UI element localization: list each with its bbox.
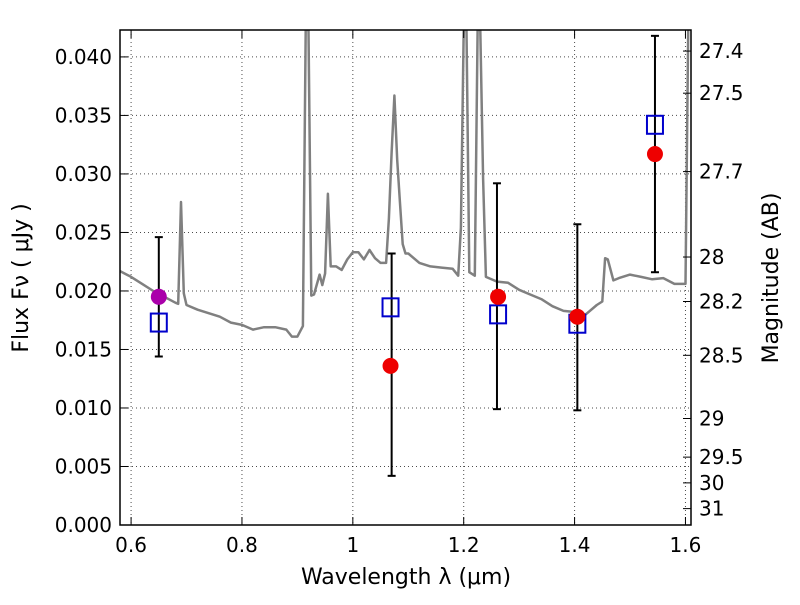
magnitude-tick-label: 28.2: [699, 289, 744, 313]
magnitude-tick-label: 31: [699, 497, 724, 521]
axes-frame: [119, 29, 692, 526]
magnitude-tick-label: 30: [699, 471, 724, 495]
model-photometry-square: [149, 312, 168, 333]
y-tick-label: 0.015: [55, 337, 112, 361]
magnitude-tick-label: 27.4: [699, 39, 744, 63]
model-photometry-square: [381, 297, 400, 318]
axes-border: [119, 29, 692, 526]
magnitude-tick-label: 28: [699, 245, 724, 269]
magnitude-tick-label: 29.5: [699, 445, 744, 469]
x-tick-label: 1.2: [448, 533, 480, 557]
observed-flux-point: [382, 357, 399, 374]
axis-ticks: 0.6 0.8 1 1.2 1.4 1.6 0.000 0.005 0.010 0.015 0.02…: [55, 30, 744, 557]
y-axis-label-right: Magnitude (AB): [759, 193, 784, 364]
x-tick-label: 0.8: [226, 533, 258, 557]
grid-lines: [120, 30, 691, 525]
y-tick-label: 0.005: [55, 454, 112, 478]
x-tick-label: 1: [346, 533, 359, 557]
y-tick-label: 0.035: [55, 103, 112, 127]
y-tick-label: 0.010: [55, 396, 112, 420]
observed-flux-point: [490, 288, 507, 305]
y-tick-label: 0.000: [55, 513, 112, 537]
y-axis-label-left: Flux Fν ( μJy ): [9, 203, 34, 352]
x-tick-label: 1.4: [559, 533, 591, 557]
observed-flux-point: [569, 308, 586, 325]
y-tick-label: 0.030: [55, 162, 112, 186]
plot-area: [120, 30, 690, 477]
x-tick-label: 0.6: [115, 533, 147, 557]
model-photometry-square: [645, 114, 664, 135]
y-tick-label: 0.040: [55, 45, 112, 69]
magnitude-tick-label: 29: [699, 407, 724, 431]
y-tick-label: 0.020: [55, 279, 112, 303]
x-tick-label: 1.6: [670, 533, 702, 557]
magnitude-tick-label: 28.5: [699, 343, 744, 367]
y-tick-label: 0.025: [55, 220, 112, 244]
x-axis-label: Wavelength λ (μm): [301, 565, 511, 590]
observed-flux-point: [646, 146, 663, 163]
magnitude-tick-label: 27.7: [699, 160, 744, 184]
model-photometry-square: [489, 304, 508, 325]
observed-flux-point: [150, 288, 167, 305]
magnitude-tick-label: 27.5: [699, 81, 744, 105]
